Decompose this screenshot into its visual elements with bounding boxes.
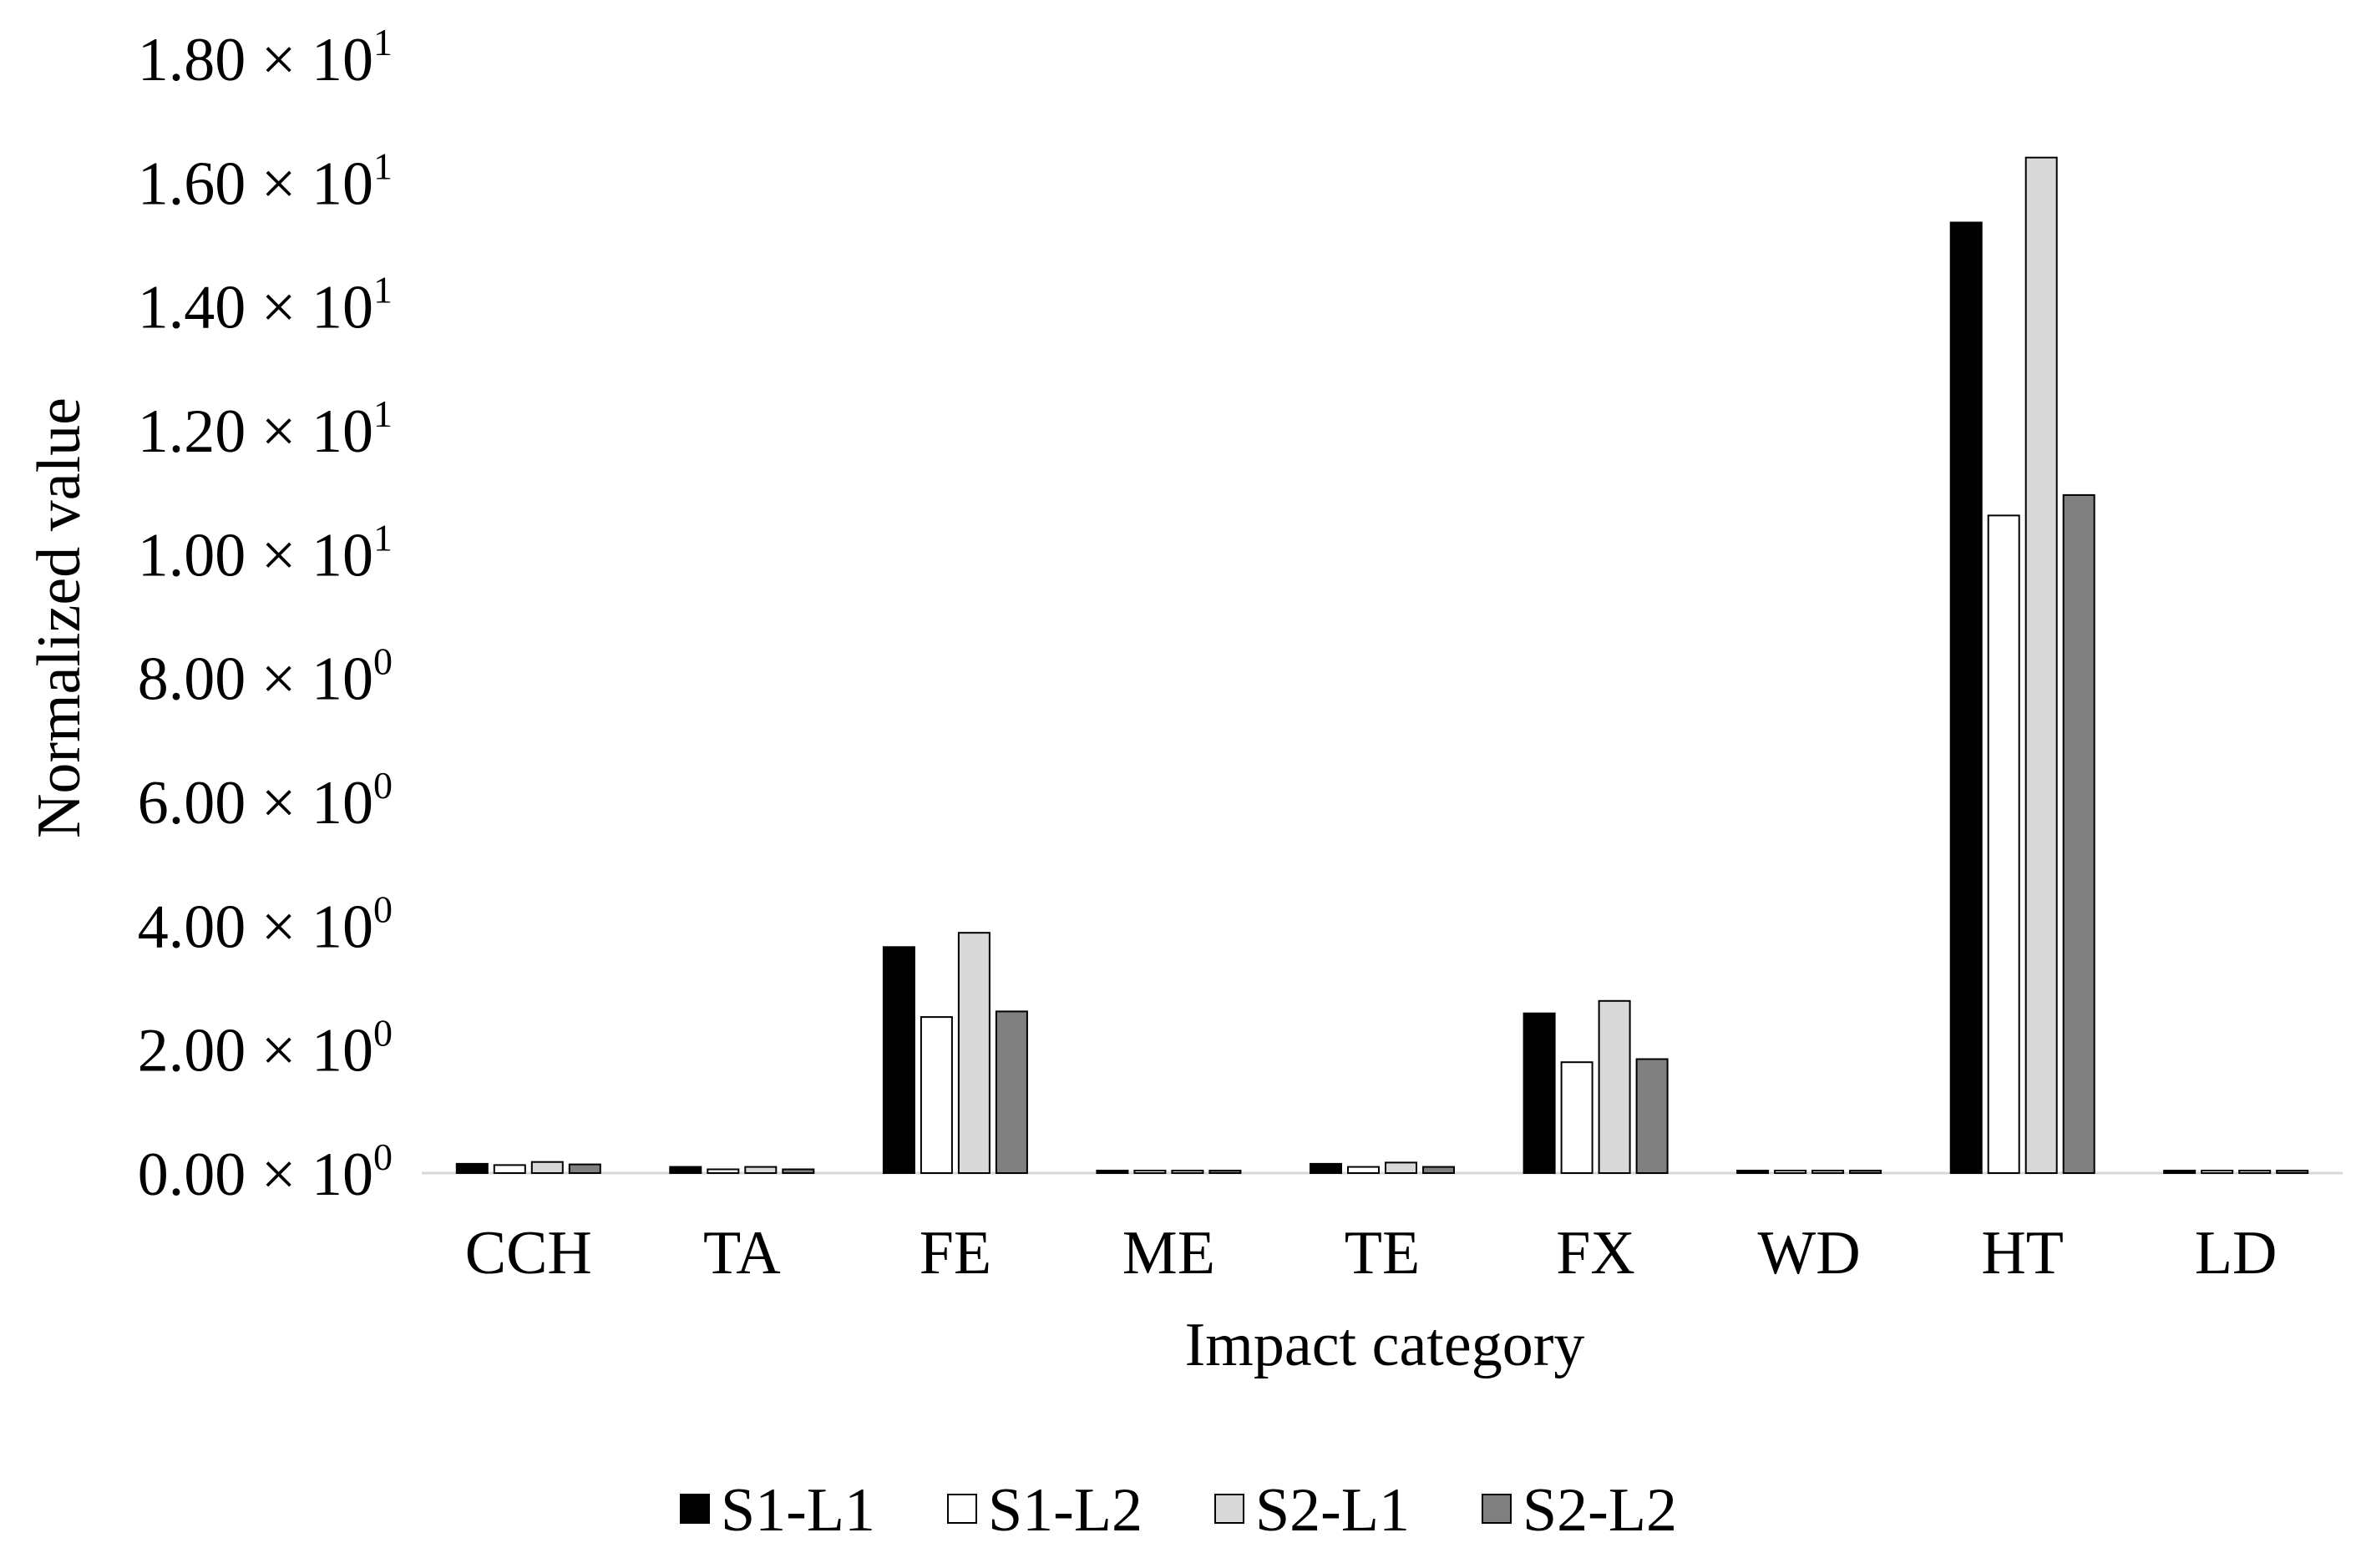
bar-s2-l1-ht	[2024, 156, 2058, 1175]
bars	[455, 156, 2309, 1175]
legend-label: S1-L2	[988, 1476, 1143, 1545]
bar-s2-l1-te	[1385, 1161, 1417, 1175]
bar-s2-l2-ta	[782, 1168, 815, 1174]
bar-s1-l2-fe	[920, 1016, 953, 1174]
bar-s1-l2-te	[1347, 1166, 1380, 1174]
bar-s2-l2-cch	[568, 1163, 601, 1174]
x-tick-label: ME	[1122, 1219, 1215, 1287]
y-tick-label: 6.00 × 100	[138, 764, 393, 837]
bar-s2-l1-cch	[530, 1161, 564, 1174]
x-axis-categories: CCH TA FE ME TE FX WD HT LD	[465, 1219, 2277, 1287]
x-tick-label: CCH	[465, 1219, 592, 1287]
legend-label: S2-L2	[1523, 1476, 1677, 1545]
bar-s1-l1-me	[1096, 1170, 1129, 1174]
bar-s1-l2-wd	[1774, 1170, 1807, 1174]
bar-s1-l2-ta	[707, 1168, 740, 1174]
y-tick-label: 1.40 × 101	[138, 269, 393, 342]
bar-s2-l2-fe	[995, 1010, 1028, 1175]
y-tick-label: 1.60 × 101	[138, 144, 393, 218]
bar-s2-l2-me	[1208, 1170, 1242, 1174]
bar-s2-l1-ld	[2238, 1170, 2272, 1174]
bar-s1-l1-cch	[455, 1162, 489, 1175]
bar-s2-l2-ld	[2276, 1170, 2309, 1174]
bar-s1-l1-wd	[1736, 1170, 1770, 1174]
bar-s1-l1-ta	[669, 1166, 702, 1174]
x-tick-label: LD	[2195, 1219, 2277, 1287]
bar-s1-l2-me	[1133, 1170, 1167, 1174]
bar-s1-l2-fx	[1560, 1061, 1593, 1174]
bar-s2-l2-ht	[2062, 493, 2095, 1174]
y-tick-label: 4.00 × 100	[138, 888, 393, 961]
bar-s2-l1-me	[1171, 1170, 1204, 1174]
x-tick-label: FX	[1556, 1219, 1635, 1287]
bar-s1-l2-cch	[493, 1164, 526, 1175]
x-axis-title: Impact category	[1185, 1311, 1585, 1379]
y-tick-label: 0.00 × 100	[138, 1136, 393, 1209]
y-axis-ticks: 0.00 × 100 2.00 × 100 4.00 × 100 6.00 × 100…	[138, 21, 393, 1209]
y-tick-label: 2.00 × 100	[138, 1012, 393, 1085]
bar-s2-l1-wd	[1811, 1170, 1845, 1174]
bar-s1-l1-te	[1310, 1162, 1342, 1175]
legend-label: S1-L1	[721, 1476, 875, 1545]
x-tick-label: TA	[703, 1219, 781, 1287]
legend-swatch	[1214, 1494, 1244, 1524]
bar-s2-l2-wd	[1849, 1170, 1882, 1174]
bar-s1-l1-ld	[2163, 1170, 2196, 1174]
x-tick-label: WD	[1757, 1219, 1860, 1287]
bar-s1-l2-ld	[2201, 1170, 2234, 1174]
bar-s2-l1-fe	[957, 932, 991, 1174]
bar-s2-l2-te	[1422, 1166, 1455, 1174]
legend-swatch	[1482, 1494, 1512, 1524]
y-tick-label: 1.80 × 101	[138, 21, 393, 94]
legend-swatch	[680, 1494, 710, 1524]
bar-s1-l2-ht	[1987, 514, 2020, 1174]
y-tick-label: 1.00 × 101	[138, 516, 393, 589]
bar-s2-l1-ta	[744, 1166, 778, 1174]
legend-swatch	[947, 1494, 977, 1524]
legend: S1-L1 S1-L2 S2-L1 S2-L2	[680, 1476, 1677, 1545]
x-tick-label: HT	[1981, 1219, 2064, 1287]
bar-s2-l1-fx	[1598, 999, 1631, 1175]
bar-s1-l1-fx	[1523, 1012, 1556, 1174]
x-tick-label: TE	[1345, 1219, 1420, 1287]
y-axis-title: Normalized value	[25, 397, 94, 838]
y-tick-label: 8.00 × 100	[138, 640, 393, 714]
legend-label: S2-L1	[1255, 1476, 1410, 1545]
bar-s2-l2-fx	[1635, 1058, 1669, 1174]
y-tick-label: 1.20 × 101	[138, 392, 393, 466]
bar-s1-l1-fe	[882, 946, 915, 1175]
x-tick-label: FE	[920, 1219, 991, 1287]
bar-s1-l1-ht	[1949, 221, 1983, 1174]
